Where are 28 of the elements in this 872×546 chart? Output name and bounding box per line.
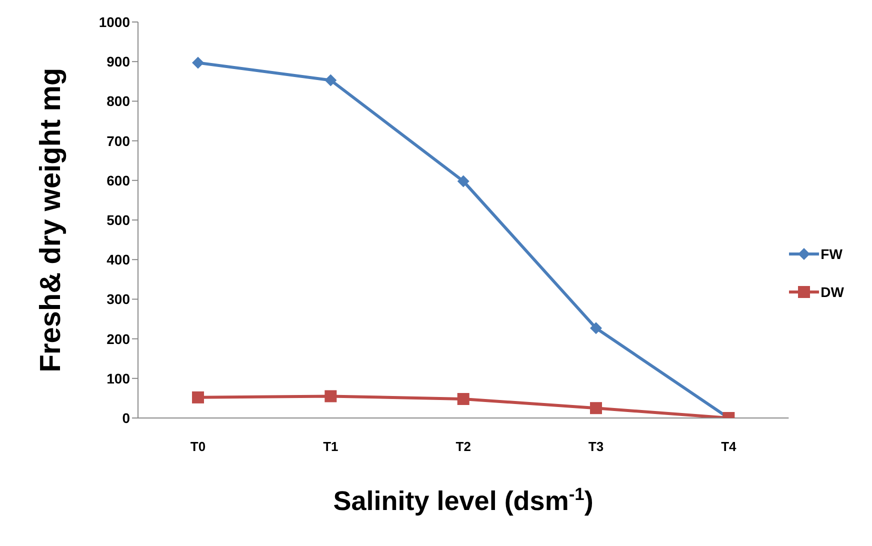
point [324,74,337,86]
x-axis-title: Salinity level (dsm$^{-1}$) [333,484,594,516]
point [457,392,470,405]
point [590,402,602,414]
point [192,391,204,404]
y-tick-label: 100 [106,370,130,386]
y-tick-label: 600 [106,172,130,188]
y-tick-label: 200 [106,330,130,347]
point [457,175,470,188]
y-tick-label: 700 [106,132,130,149]
point [192,56,204,69]
y-tick-label: 400 [106,252,130,268]
x-tick-label: T4 [721,439,738,454]
legend-label: FW [820,246,842,262]
y-axis-title: Fresh& dry weight mg [35,68,67,372]
y-tick-label: 800 [106,93,130,110]
point [324,390,337,402]
x-tick-label: T2 [456,439,471,454]
y-tick-label: 900 [106,54,130,70]
y-tick-label: 300 [106,291,130,308]
point [590,322,602,334]
x-tick-label: T1 [323,439,338,454]
legend-label: DW [820,284,844,300]
x-tick-label: T0 [190,439,206,454]
x-tick-label: T3 [588,439,604,454]
y-tick-label: 0 [122,410,130,426]
y-tick-label: 1000 [98,14,130,30]
y-tick-label: 500 [106,212,130,228]
